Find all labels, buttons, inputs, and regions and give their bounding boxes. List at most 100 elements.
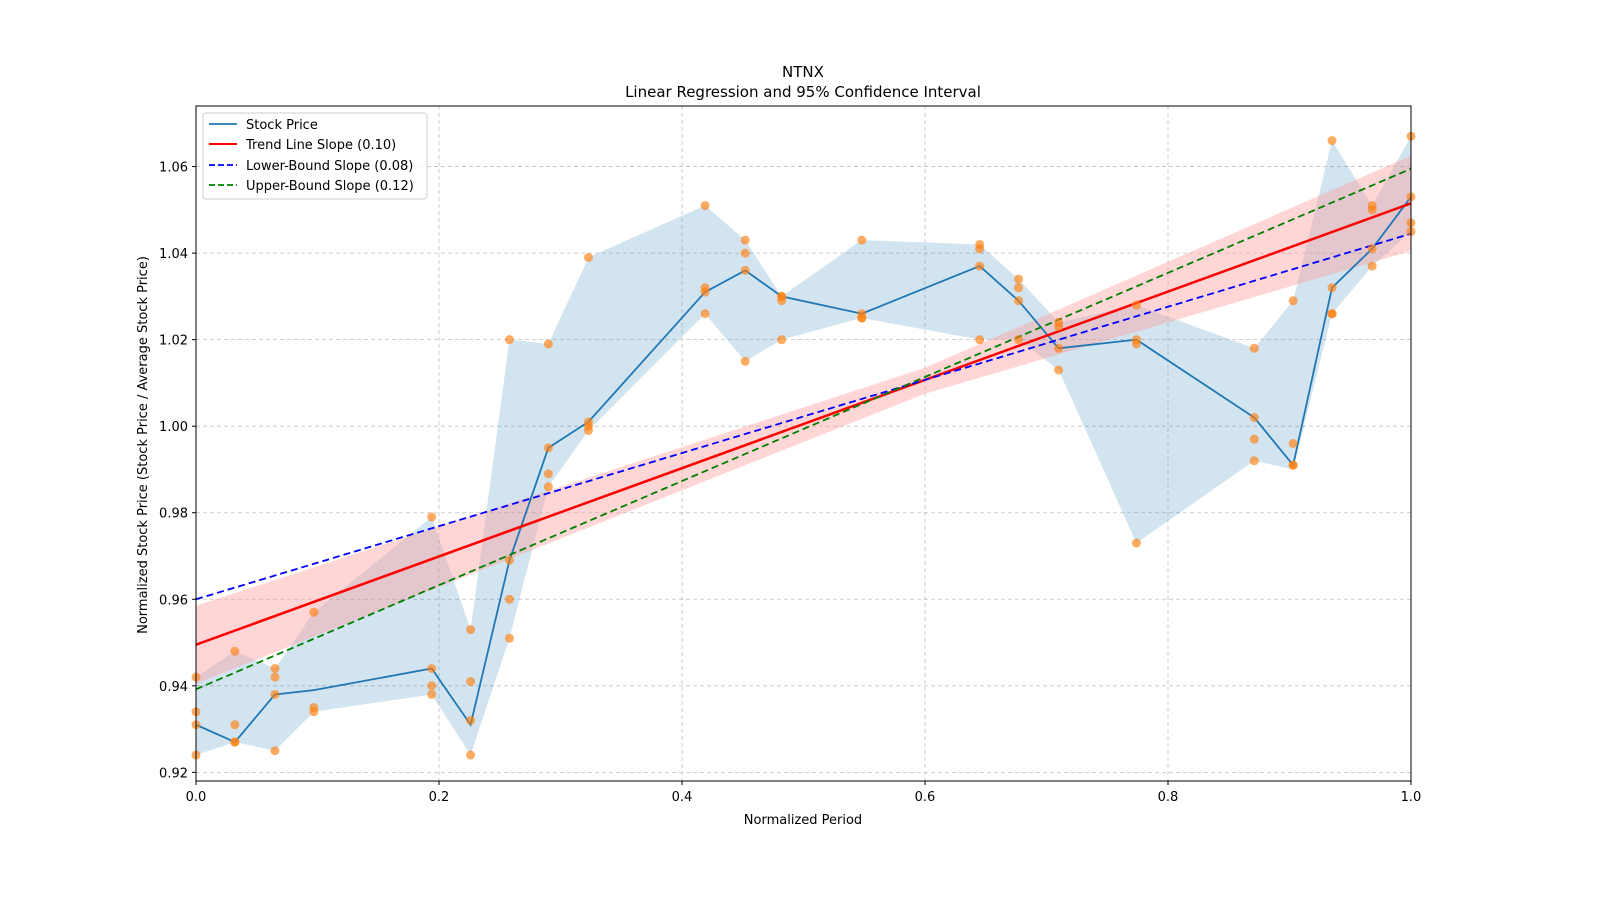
y-tick-label: 1.06 (159, 161, 188, 176)
data-point (270, 672, 280, 682)
data-point (427, 512, 437, 522)
data-point (700, 309, 710, 319)
data-point (427, 681, 437, 691)
trend-line (195, 202, 1412, 646)
data-point (1249, 434, 1259, 444)
data-point (466, 676, 476, 686)
data-point (583, 426, 593, 436)
data-point (777, 335, 787, 345)
data-point (740, 356, 750, 366)
data-point (1327, 136, 1337, 146)
y-tick-label: 0.96 (159, 593, 188, 608)
lower-bound-line (195, 232, 1412, 601)
y-tick-label: 1.00 (159, 420, 188, 435)
x-tick-label: 1.0 (1401, 790, 1422, 805)
x-tick-label: 0.6 (915, 790, 936, 805)
y-tick-label: 0.98 (159, 507, 188, 522)
data-point (230, 720, 240, 730)
data-point (1014, 335, 1024, 345)
x-tick-label: 0.0 (186, 790, 207, 805)
legend-label-trend-line: Trend Line Slope (0.10) (245, 138, 396, 153)
data-point (543, 339, 553, 349)
data-point (1288, 296, 1298, 306)
legend-box (202, 112, 428, 200)
data-point (975, 335, 985, 345)
data-point (740, 265, 750, 275)
data-point (543, 443, 553, 453)
x-tick-label: 0.2 (429, 790, 450, 805)
y-axis-ticks: 0.92 0.94 0.96 0.98 1.00 1.02 1.04 1.06 (159, 161, 196, 781)
data-point (857, 313, 867, 323)
data-point (857, 235, 867, 245)
data-point (1249, 343, 1259, 353)
data-point (700, 201, 710, 211)
legend-label-lower-bound: Lower-Bound Slope (0.08) (246, 159, 413, 174)
data-point (230, 737, 240, 747)
data-point (1054, 365, 1064, 375)
data-point (466, 715, 476, 725)
plot-area (196, 106, 1411, 781)
stock-price-line (195, 196, 1412, 744)
chart-title: NTNX (782, 63, 824, 81)
legend-label-upper-bound: Upper-Bound Slope (0.12) (246, 179, 414, 194)
x-tick-label: 0.8 (1158, 790, 1179, 805)
data-point (230, 646, 240, 656)
legend-label-stock-price: Stock Price (246, 118, 318, 133)
data-point (504, 555, 514, 565)
data-point (309, 607, 319, 617)
scatter-points (191, 131, 1416, 760)
data-point (1288, 460, 1298, 470)
plot-background (196, 106, 1411, 781)
data-point (1014, 283, 1024, 293)
data-point (740, 235, 750, 245)
data-point (975, 261, 985, 271)
data-point (466, 625, 476, 635)
data-point (1327, 309, 1337, 319)
data-point (975, 244, 985, 254)
data-point (504, 633, 514, 643)
data-point (1249, 456, 1259, 466)
y-axis-label: Normalized Stock Price (Stock Price / Av… (136, 256, 151, 634)
data-point (583, 252, 593, 262)
axes-border (195, 105, 1412, 782)
data-point (466, 750, 476, 760)
data-point (700, 287, 710, 297)
data-point (1054, 322, 1064, 332)
data-point (1367, 205, 1377, 215)
y-tick-label: 1.02 (159, 334, 188, 349)
data-point (1131, 300, 1141, 310)
data-point (543, 482, 553, 492)
series-lines (195, 167, 1412, 744)
data-point (504, 335, 514, 345)
legend: Stock Price Trend Line Slope (0.10) Lowe… (202, 112, 428, 200)
data-point (1249, 413, 1259, 423)
data-point (1131, 538, 1141, 548)
upper-bound-line (195, 167, 1412, 691)
data-point (270, 746, 280, 756)
data-point (543, 469, 553, 479)
data-point (270, 664, 280, 673)
data-point (427, 664, 437, 673)
data-point (1054, 343, 1064, 353)
data-point (1131, 339, 1141, 349)
data-point (740, 248, 750, 258)
x-axis-label: Normalized Period (744, 813, 862, 828)
chart-subtitle: Linear Regression and 95% Confidence Int… (625, 83, 981, 101)
axes-frame (195, 105, 1412, 782)
data-point (1014, 296, 1024, 306)
y-tick-label: 0.94 (159, 680, 188, 695)
data-point (427, 689, 437, 699)
trend-confidence-band (196, 155, 1411, 684)
data-point (270, 689, 280, 699)
x-tick-label: 0.4 (672, 790, 693, 805)
data-point (1288, 439, 1298, 448)
data-point (1367, 261, 1377, 271)
data-point (1327, 283, 1337, 293)
y-tick-label: 0.92 (159, 766, 188, 781)
data-point (777, 296, 787, 306)
data-point (1367, 244, 1377, 254)
data-point (504, 594, 514, 604)
y-tick-label: 1.04 (159, 247, 188, 262)
data-point (1014, 274, 1024, 284)
